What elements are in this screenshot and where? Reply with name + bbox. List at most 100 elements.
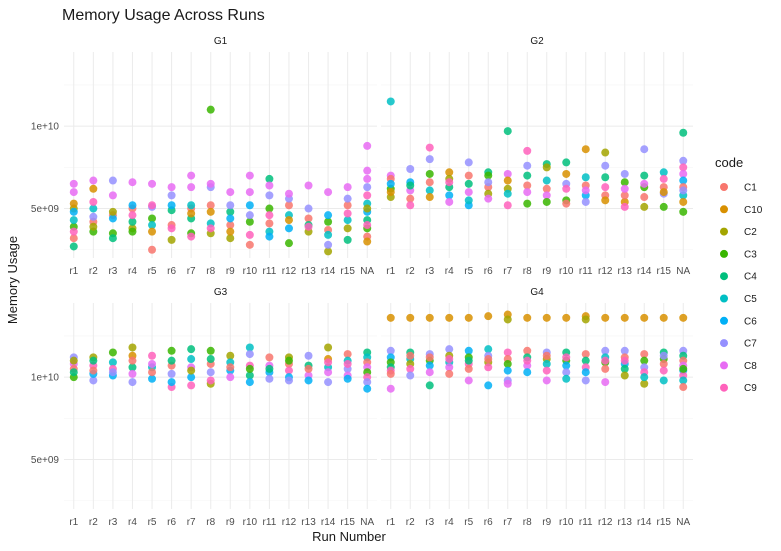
data-point <box>581 368 590 377</box>
data-point <box>679 313 688 322</box>
data-point <box>69 242 78 251</box>
x-tick-label: r2 <box>406 517 415 528</box>
data-point <box>363 237 372 246</box>
data-point <box>206 201 215 210</box>
x-tick-label: r5 <box>464 517 473 528</box>
data-point <box>226 227 235 236</box>
data-point <box>464 188 473 197</box>
data-point <box>640 171 649 180</box>
x-tick-label: r14 <box>321 517 336 528</box>
data-point <box>167 224 176 233</box>
data-point <box>324 230 333 239</box>
data-point <box>640 193 649 202</box>
x-tick-label: r12 <box>282 517 297 528</box>
data-point <box>69 227 78 236</box>
data-point <box>148 245 157 254</box>
data-point <box>187 232 196 241</box>
data-point <box>679 364 688 373</box>
x-tick-label: r1 <box>69 517 78 528</box>
legend-item: C8 <box>720 361 757 372</box>
x-tick-label: r8 <box>523 266 532 277</box>
data-point <box>187 373 196 382</box>
legend-swatch <box>720 383 728 392</box>
facet-strip-label: G4 <box>530 287 544 298</box>
data-point <box>304 214 313 223</box>
data-point <box>167 235 176 244</box>
data-point <box>679 186 688 195</box>
data-point <box>343 209 352 218</box>
data-point <box>425 155 434 164</box>
data-point <box>640 145 649 154</box>
x-tick-label: r2 <box>406 266 415 277</box>
data-point <box>581 197 590 206</box>
data-point <box>445 313 454 322</box>
data-point <box>69 207 78 216</box>
data-point <box>363 183 372 192</box>
data-point <box>148 227 157 236</box>
data-point <box>304 351 313 360</box>
y-tick-label: 5e+09 <box>31 204 60 215</box>
legend-label: C9 <box>744 383 757 394</box>
data-point <box>581 186 590 195</box>
data-point <box>206 207 215 216</box>
data-point <box>363 204 372 213</box>
data-point <box>108 348 117 357</box>
data-point <box>148 368 157 377</box>
data-point <box>679 197 688 206</box>
data-point <box>445 178 454 187</box>
legend-item: C10 <box>720 205 763 216</box>
data-point <box>128 201 137 210</box>
data-point <box>562 313 571 322</box>
y-tick-label: 5e+09 <box>31 455 60 466</box>
data-point <box>148 214 157 223</box>
data-point <box>503 379 512 388</box>
x-tick-label: r8 <box>206 517 215 528</box>
data-point <box>304 376 313 385</box>
data-point <box>640 202 649 211</box>
data-point <box>89 212 98 221</box>
x-tick-label: NA <box>676 517 690 528</box>
x-tick-label: r13 <box>301 266 316 277</box>
x-tick-label: r11 <box>263 517 277 528</box>
data-point <box>206 105 215 114</box>
data-point <box>581 145 590 154</box>
data-point <box>386 369 395 378</box>
data-point <box>542 197 551 206</box>
x-tick-label: r13 <box>618 517 633 528</box>
data-point <box>187 381 196 390</box>
data-point <box>659 168 668 177</box>
x-tick-label: r1 <box>386 266 395 277</box>
data-point <box>425 368 434 377</box>
data-point <box>425 169 434 178</box>
data-point <box>445 191 454 200</box>
data-point <box>187 171 196 180</box>
data-point <box>640 373 649 382</box>
data-point <box>284 189 293 198</box>
data-point <box>445 369 454 378</box>
x-tick-label: r7 <box>503 266 512 277</box>
x-tick-label: r9 <box>542 517 551 528</box>
legend-swatch <box>720 272 728 281</box>
x-tick-label: r13 <box>301 517 316 528</box>
data-point <box>265 232 274 241</box>
data-point <box>523 181 532 190</box>
data-point <box>304 181 313 190</box>
data-point <box>601 183 610 192</box>
data-point <box>108 176 117 185</box>
data-point <box>245 201 254 210</box>
x-tick-label: r8 <box>523 517 532 528</box>
data-point <box>562 374 571 383</box>
data-point <box>128 378 137 387</box>
data-point <box>343 201 352 210</box>
data-point <box>503 169 512 178</box>
y-axis-title: Memory Usage <box>5 236 20 324</box>
data-point <box>343 216 352 225</box>
data-point <box>679 163 688 172</box>
data-point <box>206 368 215 377</box>
data-point <box>659 351 668 360</box>
data-point <box>128 356 137 365</box>
legend-swatch <box>720 361 728 370</box>
data-point <box>363 141 372 150</box>
data-point <box>562 199 571 208</box>
data-point <box>89 366 98 375</box>
